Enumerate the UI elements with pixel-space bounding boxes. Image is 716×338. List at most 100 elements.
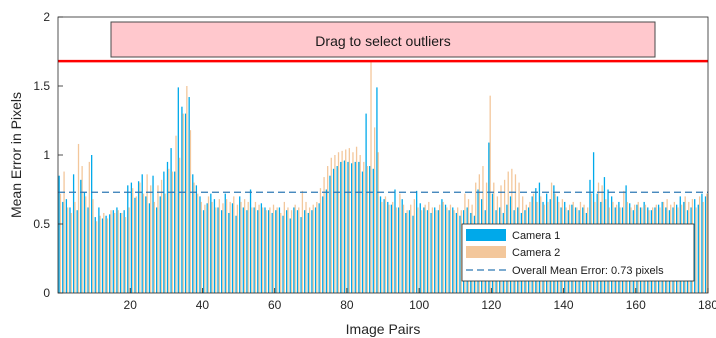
bar-camera-2: [294, 204, 296, 293]
bar-camera-2: [171, 171, 174, 293]
bar-camera-2: [395, 207, 397, 293]
bar-camera-1: [459, 215, 461, 293]
bar-camera-2: [406, 210, 408, 293]
bar-camera-2: [424, 204, 426, 293]
bar-camera-2: [128, 207, 130, 293]
bar-camera-2: [254, 201, 257, 293]
y-tick-label: 0: [43, 286, 50, 300]
bar-camera-2: [92, 199, 94, 293]
bar-camera-2: [178, 157, 181, 293]
bar-camera-2: [247, 201, 249, 293]
bar-camera-1: [437, 210, 439, 293]
bar-camera-1: [347, 161, 349, 293]
bar-camera-1: [372, 168, 374, 293]
bar-camera-1: [704, 196, 707, 293]
bar-camera-2: [164, 193, 166, 293]
bar-camera-2: [702, 201, 704, 293]
bar-camera-2: [146, 174, 148, 293]
bar-camera-1: [72, 174, 75, 293]
x-tick-label: 120: [481, 298, 501, 312]
bar-camera-1: [379, 196, 382, 293]
drag-handle[interactable]: Drag to select outliers: [110, 21, 656, 58]
bar-camera-2: [287, 207, 289, 293]
bar-camera-1: [134, 197, 136, 293]
bar-camera-1: [697, 204, 699, 293]
bar-camera-1: [408, 210, 411, 293]
legend-swatch-camera-2: [466, 246, 506, 258]
bar-camera-2: [110, 210, 112, 293]
bar-camera-2: [348, 148, 350, 293]
bar-camera-2: [218, 199, 220, 293]
bar-camera-1: [318, 203, 320, 293]
bar-camera-1: [166, 161, 169, 293]
bar-camera-1: [390, 204, 393, 293]
bar-camera-2: [215, 207, 217, 293]
bar-camera-1: [358, 161, 360, 293]
bar-camera-1: [163, 171, 165, 293]
bar-camera-1: [278, 207, 281, 293]
bar-camera-2: [363, 161, 365, 293]
bar-camera-2: [142, 193, 145, 293]
bar-camera-2: [446, 207, 448, 293]
bar-camera-2: [352, 152, 354, 293]
bar-camera-2: [355, 146, 358, 293]
bar-camera-2: [698, 196, 701, 293]
bar-camera-2: [200, 201, 202, 293]
bar-camera-2: [316, 201, 318, 293]
bar-camera-1: [412, 215, 414, 293]
x-axis-ticks: 20 40 60 80 100 120 140 160 180: [124, 288, 716, 312]
bar-camera-1: [119, 212, 122, 293]
bar-camera-1: [195, 185, 198, 293]
bar-camera-2: [308, 207, 311, 293]
bar-camera-2: [186, 86, 188, 293]
bar-camera-1: [58, 175, 60, 293]
bar-camera-1: [455, 212, 458, 293]
bar-camera-2: [330, 157, 332, 293]
bar-camera-1: [109, 214, 111, 293]
bar-camera-2: [229, 201, 231, 293]
bar-camera-1: [257, 210, 259, 293]
bar-camera-2: [189, 130, 192, 293]
x-tick-label: 140: [554, 298, 574, 312]
bar-camera-2: [132, 188, 134, 293]
bar-camera-2: [489, 95, 491, 293]
bar-camera-1: [145, 196, 147, 293]
bar-camera-1: [361, 171, 364, 293]
bar-camera-2: [160, 179, 163, 293]
bar-camera-1: [293, 207, 295, 293]
bar-camera-1: [156, 207, 158, 293]
bar-camera-2: [327, 166, 329, 293]
x-tick-label: 60: [268, 298, 282, 312]
bar-camera-2: [276, 207, 278, 293]
bar-camera-2: [334, 155, 336, 293]
bar-camera-2: [359, 155, 361, 293]
bar-camera-2: [204, 204, 206, 293]
y-tick-label: 1: [43, 148, 50, 162]
bar-camera-2: [157, 185, 159, 293]
bar-camera-1: [224, 193, 226, 293]
bar-camera-2: [442, 201, 444, 293]
bar-camera-1: [65, 199, 68, 293]
y-tick-label: 1.5: [33, 79, 50, 93]
bar-camera-1: [91, 155, 93, 293]
bar-camera-1: [228, 212, 230, 293]
bar-camera-2: [150, 185, 152, 293]
drag-handle-box[interactable]: [110, 21, 656, 58]
bar-camera-2: [85, 196, 87, 293]
bar-camera-1: [275, 210, 277, 293]
bar-camera-1: [314, 207, 317, 293]
bar-camera-1: [130, 182, 133, 293]
bar-camera-1: [332, 168, 335, 293]
bar-camera-1: [387, 201, 389, 293]
bar-camera-2: [377, 152, 379, 293]
bar-camera-1: [267, 210, 270, 293]
bar-camera-1: [304, 210, 306, 293]
bar-camera-2: [392, 201, 394, 293]
bar-camera-1: [441, 199, 443, 293]
bar-camera-1: [98, 207, 100, 293]
bar-camera-2: [272, 204, 275, 293]
bar-camera-2: [428, 201, 430, 293]
bar-camera-1: [419, 203, 421, 293]
bar-camera-1: [174, 171, 176, 293]
x-tick-label: 80: [340, 298, 354, 312]
